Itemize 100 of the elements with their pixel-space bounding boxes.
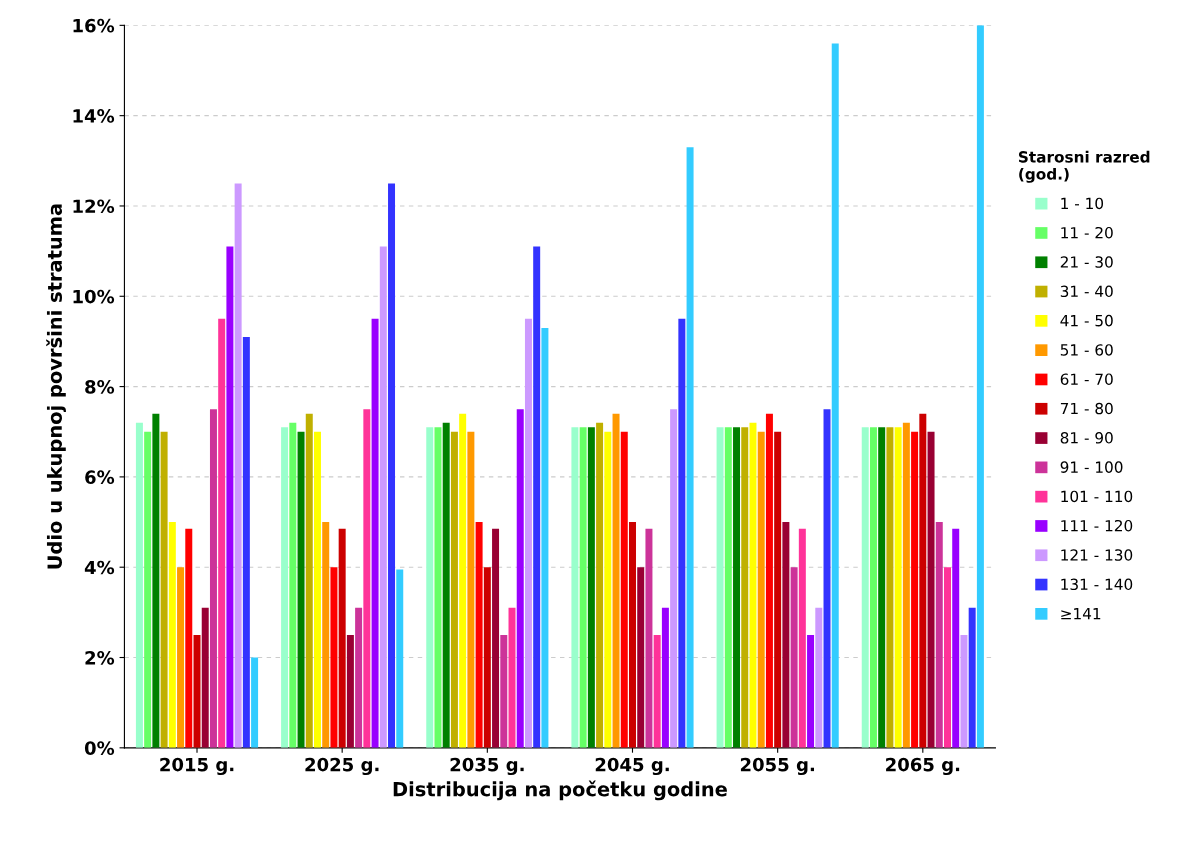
legend-label: 81 - 90: [1060, 432, 1113, 444]
bar: [944, 567, 951, 748]
bar: [790, 567, 798, 748]
bar: [450, 431, 458, 748]
bar: [434, 427, 442, 748]
bar: [459, 413, 467, 748]
bar: [508, 607, 516, 748]
bar: [516, 409, 524, 748]
bar: [201, 607, 209, 748]
bar: [741, 427, 749, 748]
legend-title: Starosni razred (god.): [1018, 150, 1150, 183]
legend-label: 71 - 80: [1060, 402, 1113, 415]
bar: [396, 569, 404, 748]
bar: [911, 431, 919, 748]
bar: [831, 43, 839, 748]
bar: [363, 409, 371, 748]
bar: [168, 522, 176, 748]
x-tick-label: 2025 g.: [305, 757, 379, 776]
bar: [144, 431, 152, 748]
legend-label: 41 - 50: [1060, 314, 1113, 327]
bar: [426, 427, 434, 748]
legend-label: 101 - 110: [1061, 490, 1133, 503]
bar: [927, 431, 935, 748]
bar: [467, 431, 475, 748]
legend-label: 121 - 130: [1061, 549, 1133, 561]
x-tick-label: 2035 g.: [450, 757, 524, 776]
bar: [541, 327, 549, 748]
bar: [902, 422, 910, 748]
y-tick-label: 2%: [85, 650, 115, 665]
bar: [234, 183, 242, 748]
bar: [475, 522, 483, 748]
bar: [500, 634, 508, 748]
legend-label: 51 - 60: [1060, 344, 1113, 356]
bar: [330, 567, 338, 748]
bar: [177, 567, 185, 748]
bar: [135, 422, 143, 748]
bar: [686, 147, 694, 748]
bar: [579, 427, 587, 748]
bar: [193, 634, 201, 748]
bar: [251, 657, 259, 748]
bar: [670, 409, 678, 748]
bar: [209, 409, 217, 748]
x-tick-label: 2045 g.: [595, 757, 669, 776]
bar: [612, 413, 620, 748]
bar: [346, 634, 354, 748]
bar: [442, 422, 450, 748]
bar: [305, 413, 313, 748]
bar: [379, 246, 387, 748]
bar: [322, 522, 330, 748]
legend-label: 1 - 10: [1061, 197, 1104, 210]
legend-label: ≥141: [1061, 608, 1101, 620]
bar: [524, 318, 532, 748]
bar: [629, 522, 636, 748]
bar: [869, 427, 877, 748]
y-tick-label: 8%: [85, 380, 115, 394]
bar: [976, 25, 984, 748]
bar: [314, 431, 321, 748]
bar: [960, 634, 968, 748]
legend-label: 31 - 40: [1060, 285, 1113, 298]
legend-label: 61 - 70: [1060, 373, 1113, 385]
bar: [355, 607, 363, 748]
y-tick-label: 16%: [73, 18, 115, 33]
bar: [952, 528, 960, 748]
y-tick-label: 6%: [85, 470, 115, 485]
bar: [823, 409, 831, 748]
bar: [878, 427, 886, 748]
bar: [587, 427, 595, 748]
bar: [861, 427, 869, 748]
x-axis-title: Distribucija na početku godine: [393, 780, 727, 801]
bar: [765, 413, 773, 748]
bar: [886, 427, 894, 748]
y-axis-title: Udio u ukupnoj površini stratuma: [46, 204, 66, 569]
y-tick-label: 4%: [84, 560, 115, 575]
bar: [218, 318, 226, 748]
bar: [678, 318, 686, 748]
bar: [620, 431, 628, 748]
bar: [661, 607, 669, 748]
y-tick-label: 14%: [73, 109, 115, 123]
y-tick-label: 0%: [84, 741, 115, 755]
bar: [571, 427, 579, 748]
bar: [596, 422, 604, 748]
bar: [492, 528, 500, 748]
x-tick-label: 2015 g.: [160, 757, 234, 776]
bar: [749, 422, 757, 748]
bar: [297, 431, 305, 748]
legend-label: 11 - 20: [1061, 226, 1113, 239]
bar: [733, 427, 741, 748]
bar: [757, 431, 765, 748]
bar: [774, 431, 782, 748]
bar: [782, 522, 790, 748]
y-tick-label: 12%: [73, 199, 115, 214]
bar: [604, 431, 612, 748]
bar: [645, 528, 653, 748]
bar: [798, 528, 806, 748]
bar: [483, 567, 491, 748]
bar: [815, 607, 823, 748]
bar: [160, 431, 168, 748]
legend-label: 21 - 30: [1060, 256, 1113, 268]
bar: [533, 246, 541, 748]
y-tick-label: 10%: [73, 289, 115, 304]
